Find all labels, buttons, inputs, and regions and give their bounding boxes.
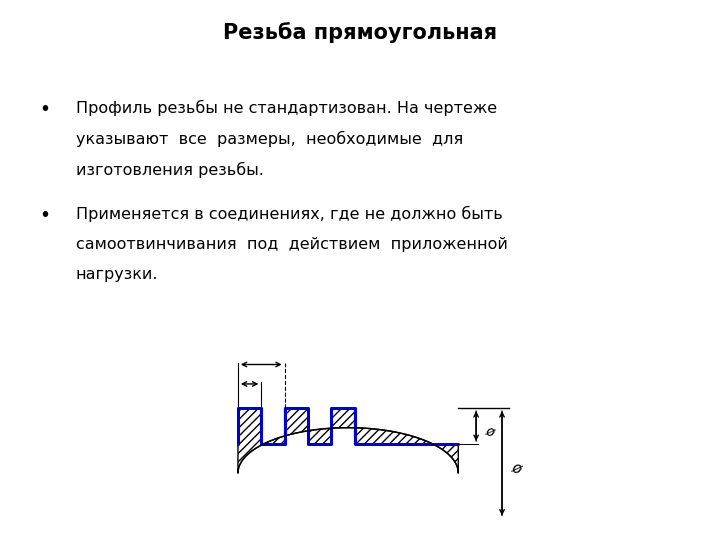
Text: нагрузки.: нагрузки. (76, 267, 158, 282)
Text: Применяется в соединениях, где не должно быть: Применяется в соединениях, где не должно… (76, 206, 503, 222)
Polygon shape (238, 408, 458, 473)
Text: изготовления резьбы.: изготовления резьбы. (76, 161, 264, 178)
Text: ø: ø (509, 460, 523, 477)
Text: •: • (40, 206, 50, 225)
Text: ø: ø (483, 423, 496, 439)
Text: Профиль резьбы не стандартизован. На чертеже: Профиль резьбы не стандартизован. На чер… (76, 100, 497, 116)
Text: •: • (40, 100, 50, 119)
Text: Резьба прямоугольная: Резьба прямоугольная (223, 22, 497, 43)
Text: самоотвинчивания  под  действием  приложенной: самоотвинчивания под действием приложенн… (76, 237, 508, 252)
Text: указывают  все  размеры,  необходимые  для: указывают все размеры, необходимые для (76, 131, 463, 147)
